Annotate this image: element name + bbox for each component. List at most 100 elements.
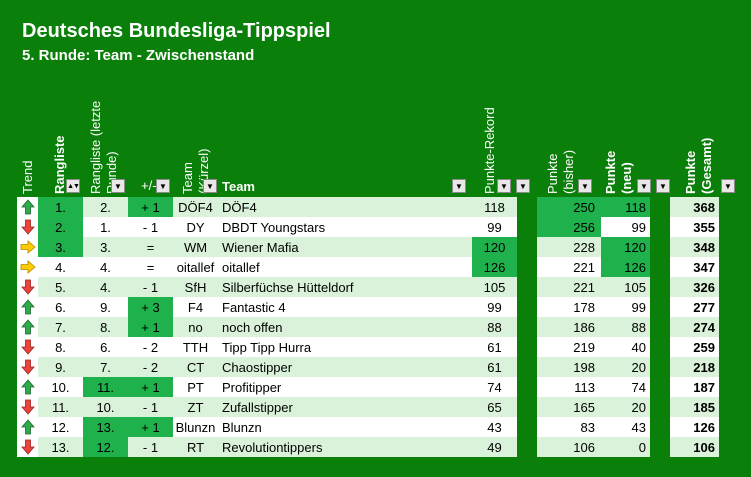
trend-down-arrow-icon: [17, 399, 38, 415]
team-short-cell: WM: [173, 237, 218, 257]
team-short-cell: no: [173, 317, 218, 337]
points-new-cell: 43: [601, 417, 650, 437]
gap-cell: [517, 417, 537, 437]
diff-cell: + 1: [128, 417, 173, 437]
points-new-cell: 88: [601, 317, 650, 337]
points-total-cell: 368: [670, 197, 719, 217]
gap-cell: [517, 357, 537, 377]
diff-cell: + 1: [128, 317, 173, 337]
filter-gesamt-button[interactable]: ▼: [721, 179, 735, 193]
gap-cell: [517, 277, 537, 297]
filter-bisher-button[interactable]: ▼: [578, 179, 592, 193]
points-prev-cell: 250: [537, 197, 601, 217]
gap-cell: [650, 337, 670, 357]
trend-cell: [17, 277, 38, 297]
prev-rank-cell: 2.: [83, 197, 128, 217]
gap-cell: [650, 197, 670, 217]
prev-rank-cell: 12.: [83, 437, 128, 457]
team-name-cell: DÖF4: [218, 197, 472, 217]
diff-cell: - 1: [128, 217, 173, 237]
filter-neu-button[interactable]: ▼: [637, 179, 651, 193]
gap-cell: [517, 377, 537, 397]
prev-rank-cell: 8.: [83, 317, 128, 337]
gap-cell: [650, 277, 670, 297]
team-name-cell: DBDT Youngstars: [218, 217, 472, 237]
diff-cell: - 2: [128, 337, 173, 357]
page-title: Deutsches Bundesliga-Tippspiel: [22, 20, 331, 42]
rank-cell: 12.: [38, 417, 83, 437]
table-row: 8. 6. - 2 TTH Tipp Tipp Hurra 61 219 40 259: [17, 337, 719, 357]
points-total-cell: 347: [670, 257, 719, 277]
diff-cell: + 1: [128, 197, 173, 217]
team-short-cell: oitallef: [173, 257, 218, 277]
points-total-cell: 355: [670, 217, 719, 237]
filter-diff-button[interactable]: ▼: [156, 179, 170, 193]
gap-cell: [650, 297, 670, 317]
table-row: 11. 10. - 1 ZT Zufallstipper 65 165 20 185: [17, 397, 719, 417]
points-prev-cell: 186: [537, 317, 601, 337]
gap-cell: [517, 397, 537, 417]
rank-cell: 8.: [38, 337, 83, 357]
prev-rank-cell: 11.: [83, 377, 128, 397]
rank-cell: 11.: [38, 397, 83, 417]
points-new-cell: 120: [601, 237, 650, 257]
points-prev-cell: 198: [537, 357, 601, 377]
filter-kurz-button[interactable]: ▼: [203, 179, 217, 193]
diff-cell: + 3: [128, 297, 173, 317]
points-prev-cell: 83: [537, 417, 601, 437]
filter-gap-button[interactable]: ▼: [516, 179, 530, 193]
rank-cell: 1.: [38, 197, 83, 217]
gap-cell: [517, 237, 537, 257]
diff-cell: =: [128, 257, 173, 277]
filter-team-button[interactable]: ▼: [452, 179, 466, 193]
diff-cell: - 1: [128, 437, 173, 457]
header-trend: Trend: [20, 160, 35, 194]
trend-cell: [17, 397, 38, 417]
team-short-cell: DÖF4: [173, 197, 218, 217]
trend-up-arrow-icon: [17, 419, 38, 435]
header-neu: Punkte (neu): [603, 150, 634, 194]
gap-cell: [517, 437, 537, 457]
gap-cell: [517, 217, 537, 237]
prev-rank-cell: 6.: [83, 337, 128, 357]
points-new-cell: 105: [601, 277, 650, 297]
gap-cell: [650, 237, 670, 257]
points-total-cell: 326: [670, 277, 719, 297]
trend-cell: [17, 377, 38, 397]
filter-rangliste-sorted-button[interactable]: ▲▼: [66, 179, 80, 193]
team-short-cell: Blunzn: [173, 417, 218, 437]
trend-cell: [17, 217, 38, 237]
points-total-cell: 106: [670, 437, 719, 457]
points-new-cell: 20: [601, 397, 650, 417]
table-row: 2. 1. - 1 DY DBDT Youngstars 99 256 99 355: [17, 217, 719, 237]
team-name-cell: oitallef: [218, 257, 472, 277]
team-name-cell: Chaostipper: [218, 357, 472, 377]
record-cell: 65: [472, 397, 517, 417]
trend-up-arrow-icon: [17, 199, 38, 215]
filter-rekord-button[interactable]: ▼: [497, 179, 511, 193]
team-short-cell: TTH: [173, 337, 218, 357]
filter-neu2-button[interactable]: ▼: [656, 179, 670, 193]
gap-cell: [650, 217, 670, 237]
team-name-cell: Tipp Tipp Hurra: [218, 337, 472, 357]
team-short-cell: RT: [173, 437, 218, 457]
points-total-cell: 277: [670, 297, 719, 317]
filter-rangliste-letzte-button[interactable]: ▼: [111, 179, 125, 193]
table-row: 1. 2. + 1 DÖF4 DÖF4 118 250 118 368: [17, 197, 719, 217]
table-row: 13. 12. - 1 RT Revolutiontippers 49 106 0 106: [17, 437, 719, 457]
team-name-cell: Wiener Mafia: [218, 237, 472, 257]
trend-cell: [17, 197, 38, 217]
team-name-cell: Revolutiontippers: [218, 437, 472, 457]
gap-cell: [517, 317, 537, 337]
team-short-cell: ZT: [173, 397, 218, 417]
trend-down-arrow-icon: [17, 219, 38, 235]
points-total-cell: 187: [670, 377, 719, 397]
prev-rank-cell: 1.: [83, 217, 128, 237]
team-short-cell: DY: [173, 217, 218, 237]
gap-cell: [650, 357, 670, 377]
prev-rank-cell: 4.: [83, 277, 128, 297]
points-new-cell: 40: [601, 337, 650, 357]
gap-cell: [517, 197, 537, 217]
points-new-cell: 0: [601, 437, 650, 457]
table-row: 3. 3. = WM Wiener Mafia 120 228 120 348: [17, 237, 719, 257]
